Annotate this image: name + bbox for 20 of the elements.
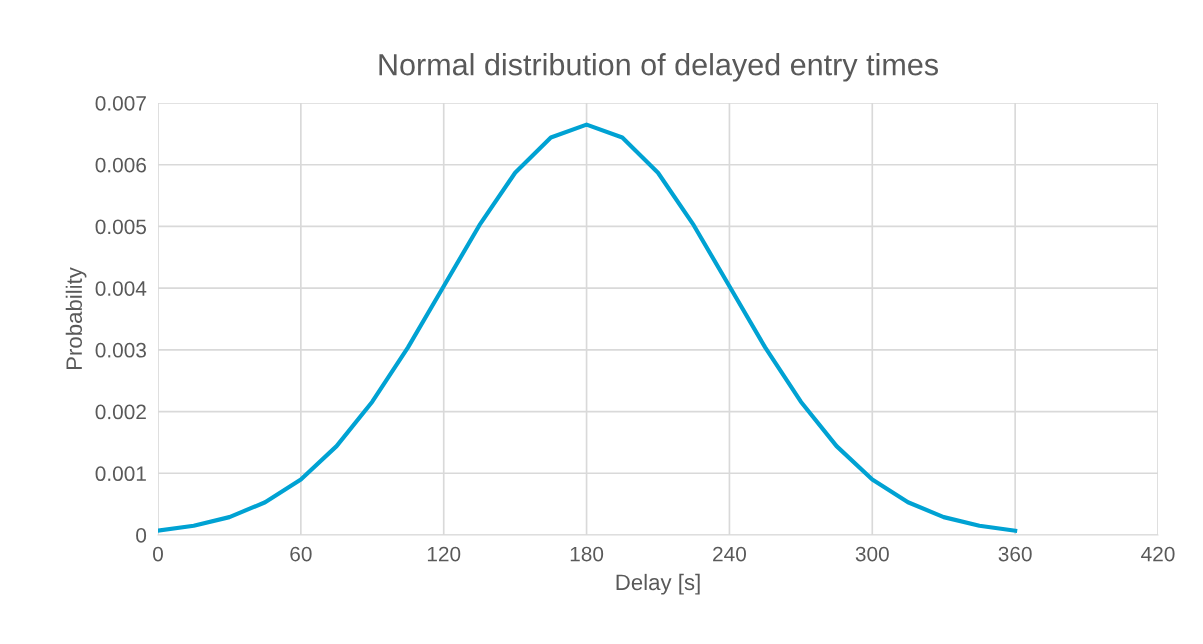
y-tick-label: 0.003: [95, 342, 146, 358]
y-tick-label: 0.004: [95, 281, 147, 296]
y-tick-label: 0.007: [95, 96, 146, 111]
x-tick-label: 360: [998, 546, 1032, 562]
x-tick-label: 0: [153, 546, 163, 562]
line-series: [158, 122, 1018, 533]
chart-title: Normal distribution of delayed entry times: [379, 53, 938, 82]
y-tick-label: 0.006: [95, 157, 146, 173]
y-tick-label: 0: [136, 528, 147, 543]
x-tick-label: 180: [570, 546, 604, 562]
y-tick-label: 0.002: [95, 404, 146, 420]
y-tick-label: 0.005: [95, 219, 147, 235]
x-tick-label: 300: [855, 546, 889, 562]
y-axis-title: Probability: [65, 267, 87, 370]
x-tick-label: 60: [290, 546, 312, 562]
x-tick-label: 240: [713, 546, 746, 562]
x-tick-label: 120: [427, 546, 461, 562]
y-tick-label: 0.001: [95, 466, 146, 482]
x-tick-label: 420: [1141, 546, 1175, 562]
x-axis-title: Delay [s]: [616, 573, 700, 595]
